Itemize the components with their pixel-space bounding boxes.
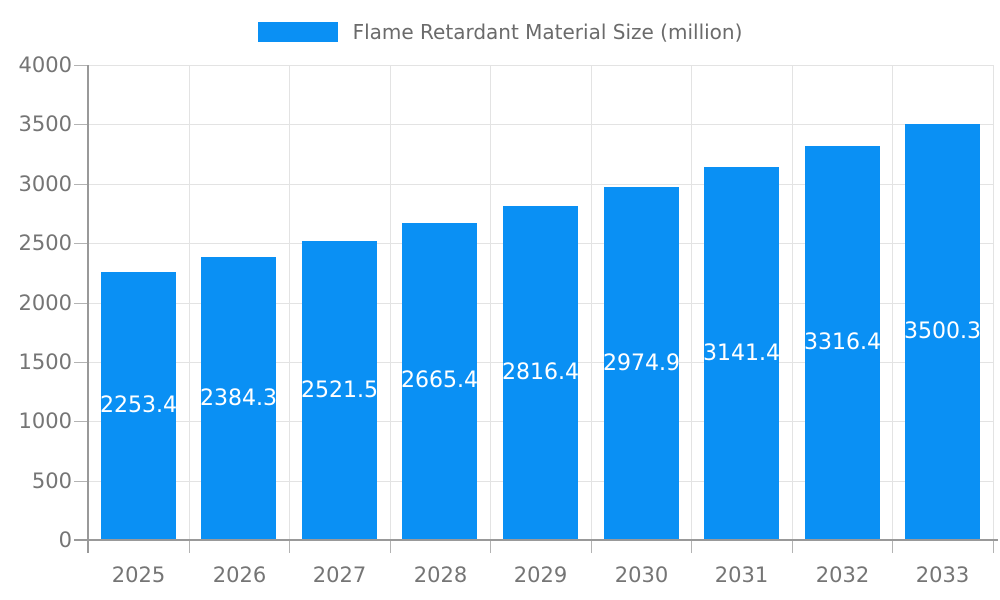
legend: Flame Retardant Material Size (million)	[0, 18, 1000, 46]
x-axis-tick	[691, 540, 692, 553]
y-axis-tick	[74, 124, 88, 125]
y-axis-tick	[74, 65, 88, 66]
x-tick-label: 2030	[614, 563, 669, 587]
bar-value-label: 3316.4	[804, 330, 881, 355]
y-tick-label: 3500	[18, 112, 72, 136]
y-axis-line	[87, 65, 89, 553]
bar-value-label: 2253.4	[100, 393, 177, 418]
y-tick-label: 0	[58, 528, 72, 552]
bar-value-label: 2384.3	[200, 386, 277, 411]
bar-2026: 2384.3	[200, 257, 277, 540]
x-tick-label: 2026	[212, 563, 267, 587]
x-axis-tick	[792, 540, 793, 553]
x-gridline	[591, 65, 592, 540]
x-axis-tick	[591, 540, 592, 553]
y-axis-tick	[74, 243, 88, 244]
x-axis-tick	[490, 540, 491, 553]
bar-2027: 2521.5	[301, 241, 378, 540]
x-axis-tick	[892, 540, 893, 553]
x-tick-label: 2032	[815, 563, 870, 587]
y-tick-label: 2000	[18, 291, 72, 315]
x-tick-label: 2031	[714, 563, 769, 587]
bar-2028: 2665.4	[401, 223, 478, 540]
x-gridline	[390, 65, 391, 540]
y-tick-label: 500	[31, 469, 72, 493]
y-axis-tick	[74, 481, 88, 482]
y-gridline	[88, 124, 993, 125]
bar-value-label: 2521.5	[301, 378, 378, 403]
y-tick-label: 1000	[18, 409, 72, 433]
x-tick-label: 2029	[513, 563, 568, 587]
bar-2032: 3316.4	[804, 146, 881, 540]
bar-2029: 2816.4	[502, 206, 579, 540]
bar-value-label: 2816.4	[502, 360, 579, 385]
x-gridline	[993, 65, 994, 540]
bar-2025: 2253.4	[100, 272, 177, 540]
x-gridline	[691, 65, 692, 540]
bar-value-label: 3500.3	[904, 319, 981, 344]
x-tick-label: 2025	[111, 563, 166, 587]
x-gridline	[289, 65, 290, 540]
legend-label: Flame Retardant Material Size (million)	[352, 20, 743, 44]
x-gridline	[490, 65, 491, 540]
x-gridline	[892, 65, 893, 540]
y-tick-label: 1500	[18, 350, 72, 374]
legend-swatch	[257, 22, 338, 42]
y-axis-tick	[74, 303, 88, 304]
y-tick-label: 2500	[18, 231, 72, 255]
y-axis-tick	[74, 362, 88, 363]
x-tick-label: 2027	[312, 563, 367, 587]
x-axis-line	[74, 539, 998, 541]
y-tick-label: 4000	[18, 53, 72, 77]
bar-2033: 3500.3	[904, 124, 981, 540]
bar-2030: 2974.9	[603, 187, 680, 540]
x-tick-label: 2028	[413, 563, 468, 587]
bar-value-label: 2665.4	[401, 368, 478, 393]
y-tick-label: 3000	[18, 172, 72, 196]
bar-value-label: 3141.4	[703, 341, 780, 366]
x-axis-tick	[289, 540, 290, 553]
x-gridline	[792, 65, 793, 540]
x-axis-tick	[993, 540, 994, 553]
x-axis-tick	[189, 540, 190, 553]
bar-value-label: 2974.9	[603, 351, 680, 376]
y-axis-tick	[74, 184, 88, 185]
x-axis-tick	[390, 540, 391, 553]
y-axis-tick	[74, 421, 88, 422]
y-gridline	[88, 65, 993, 66]
y-gridline	[88, 184, 993, 185]
x-gridline	[189, 65, 190, 540]
x-tick-label: 2033	[915, 563, 970, 587]
bar-2031: 3141.4	[703, 167, 780, 540]
